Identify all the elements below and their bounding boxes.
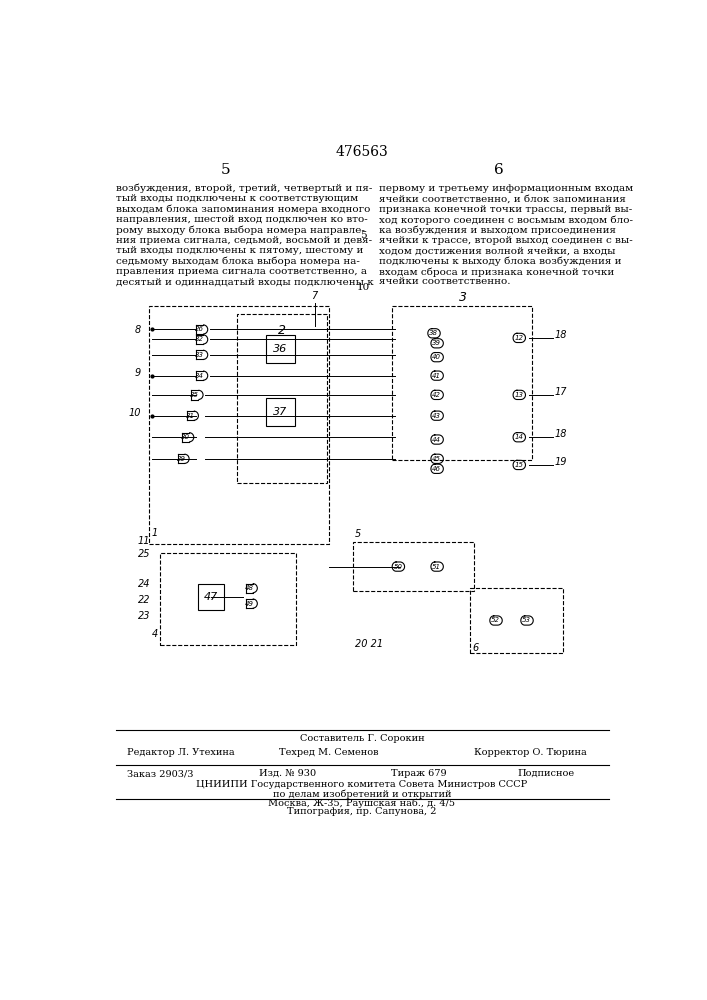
Text: 6: 6 <box>473 643 479 653</box>
Text: 30: 30 <box>181 434 190 440</box>
Text: 23: 23 <box>138 611 151 621</box>
Text: 32: 32 <box>195 336 204 342</box>
Text: 3: 3 <box>459 291 467 304</box>
Text: 40: 40 <box>432 354 441 360</box>
Text: 41: 41 <box>432 373 441 379</box>
Text: 35: 35 <box>190 392 199 398</box>
Text: Москва, Ж-35, Раушская наб., д. 4/5: Москва, Ж-35, Раушская наб., д. 4/5 <box>269 798 455 808</box>
Text: Тираж 679: Тираж 679 <box>391 769 446 778</box>
Text: ячейки к трассе, второй выход соединен с вы-: ячейки к трассе, второй выход соединен с… <box>379 236 633 245</box>
Text: 18: 18 <box>555 429 568 439</box>
Text: 5: 5 <box>221 163 230 177</box>
Text: правления приема сигнала соответственно, а: правления приема сигнала соответственно,… <box>115 267 366 276</box>
Text: 1: 1 <box>152 528 158 538</box>
Text: 20 21: 20 21 <box>355 639 383 649</box>
Text: Корректор О. Тюрина: Корректор О. Тюрина <box>474 748 587 757</box>
Text: 48: 48 <box>245 585 254 591</box>
Bar <box>160 553 296 645</box>
Text: 5: 5 <box>355 529 361 539</box>
Text: 43: 43 <box>432 413 441 419</box>
Text: 4: 4 <box>152 629 158 639</box>
Text: тый входы подключены к соответствующим: тый входы подключены к соответствующим <box>115 194 358 203</box>
Text: 25: 25 <box>138 549 151 559</box>
Text: 42: 42 <box>432 392 441 398</box>
Text: первому и третьему информационным входам: первому и третьему информационным входам <box>379 184 633 193</box>
Text: 44: 44 <box>432 437 441 443</box>
Text: седьмому выходам блока выбора номера на-: седьмому выходам блока выбора номера на- <box>115 257 359 266</box>
Text: ЦНИИПИ Государственного комитета Совета Министров СССР: ЦНИИПИ Государственного комитета Совета … <box>197 780 527 789</box>
Text: 22: 22 <box>138 595 151 605</box>
Text: ния приема сигнала, седьмой, восьмой и девя-: ния приема сигнала, седьмой, восьмой и д… <box>115 236 372 245</box>
Text: 31: 31 <box>186 413 195 419</box>
Text: 10: 10 <box>357 283 370 292</box>
Text: 36: 36 <box>274 344 288 354</box>
Text: 46: 46 <box>432 466 441 472</box>
Text: 26: 26 <box>195 326 204 332</box>
Text: ячейки соответственно.: ячейки соответственно. <box>379 277 510 286</box>
Text: 33: 33 <box>195 352 204 358</box>
Text: Редактор Л. Утехина: Редактор Л. Утехина <box>127 748 235 757</box>
Text: 24: 24 <box>138 579 151 589</box>
Text: 50: 50 <box>394 564 402 570</box>
Text: Подписное: Подписное <box>517 769 574 778</box>
Bar <box>469 588 563 653</box>
Text: выходам блока запоминания номера входного: выходам блока запоминания номера входног… <box>115 205 370 214</box>
Bar <box>198 584 224 610</box>
Text: 476563: 476563 <box>336 145 388 159</box>
Text: подключены к выходу блока возбуждения и: подключены к выходу блока возбуждения и <box>379 257 621 266</box>
Text: Техред М. Семенов: Техред М. Семенов <box>279 748 378 757</box>
Text: Изд. № 930: Изд. № 930 <box>259 769 316 778</box>
Bar <box>149 306 329 544</box>
Text: рому выходу блока выбора номера направле-: рому выходу блока выбора номера направле… <box>115 225 364 235</box>
Text: 10: 10 <box>129 408 141 418</box>
Text: 38: 38 <box>429 330 438 336</box>
Bar <box>354 542 474 591</box>
Bar <box>392 306 532 460</box>
Text: 14: 14 <box>515 434 523 440</box>
Bar <box>237 314 327 483</box>
Bar <box>266 335 296 363</box>
Text: 5: 5 <box>360 231 367 240</box>
Text: 15: 15 <box>515 462 523 468</box>
Text: ход которого соединен с восьмым входом бло-: ход которого соединен с восьмым входом б… <box>379 215 633 225</box>
Text: Типография, пр. Сапунова, 2: Типография, пр. Сапунова, 2 <box>287 807 437 816</box>
Text: признака конечной точки трассы, первый вы-: признака конечной точки трассы, первый в… <box>379 205 632 214</box>
Text: входам сброса и признака конечной точки: входам сброса и признака конечной точки <box>379 267 614 277</box>
Text: 17: 17 <box>555 387 568 397</box>
Bar <box>266 398 296 426</box>
Text: 51: 51 <box>432 564 441 570</box>
Text: 45: 45 <box>432 456 441 462</box>
Text: направления, шестой вход подключен ко вто-: направления, шестой вход подключен ко вт… <box>115 215 367 224</box>
Text: 19: 19 <box>555 457 568 467</box>
Text: ячейки соответственно, и блок запоминания: ячейки соответственно, и блок запоминани… <box>379 194 626 203</box>
Text: ка возбуждения и выходом присоединения: ка возбуждения и выходом присоединения <box>379 225 616 235</box>
Text: 8: 8 <box>135 325 141 335</box>
Text: 47: 47 <box>204 592 218 602</box>
Text: 29: 29 <box>177 456 185 462</box>
Text: 6: 6 <box>494 163 504 177</box>
Text: 2: 2 <box>278 324 286 337</box>
Text: 34: 34 <box>195 373 204 379</box>
Text: 39: 39 <box>432 340 441 346</box>
Text: 52: 52 <box>491 617 500 624</box>
Text: 11: 11 <box>138 536 151 546</box>
Text: 7: 7 <box>312 291 318 301</box>
Text: 13: 13 <box>515 392 523 398</box>
Text: Составитель Г. Сорокин: Составитель Г. Сорокин <box>300 734 424 743</box>
Text: 53: 53 <box>522 617 531 624</box>
Text: десятый и одиннадцатый входы подключены к: десятый и одиннадцатый входы подключены … <box>115 277 373 286</box>
Text: тый входы подключены к пятому, шестому и: тый входы подключены к пятому, шестому и <box>115 246 363 255</box>
Text: Заказ 2903/3: Заказ 2903/3 <box>127 769 194 778</box>
Text: ходом достижения волной ячейки, а входы: ходом достижения волной ячейки, а входы <box>379 246 616 255</box>
Text: 12: 12 <box>515 335 523 341</box>
Text: 9: 9 <box>135 368 141 378</box>
Text: по делам изобретений и открытий: по делам изобретений и открытий <box>273 789 451 799</box>
Text: 18: 18 <box>555 330 568 340</box>
Text: возбуждения, второй, третий, четвертый и пя-: возбуждения, второй, третий, четвертый и… <box>115 184 372 193</box>
Text: 37: 37 <box>274 407 288 417</box>
Text: 49: 49 <box>245 601 254 607</box>
